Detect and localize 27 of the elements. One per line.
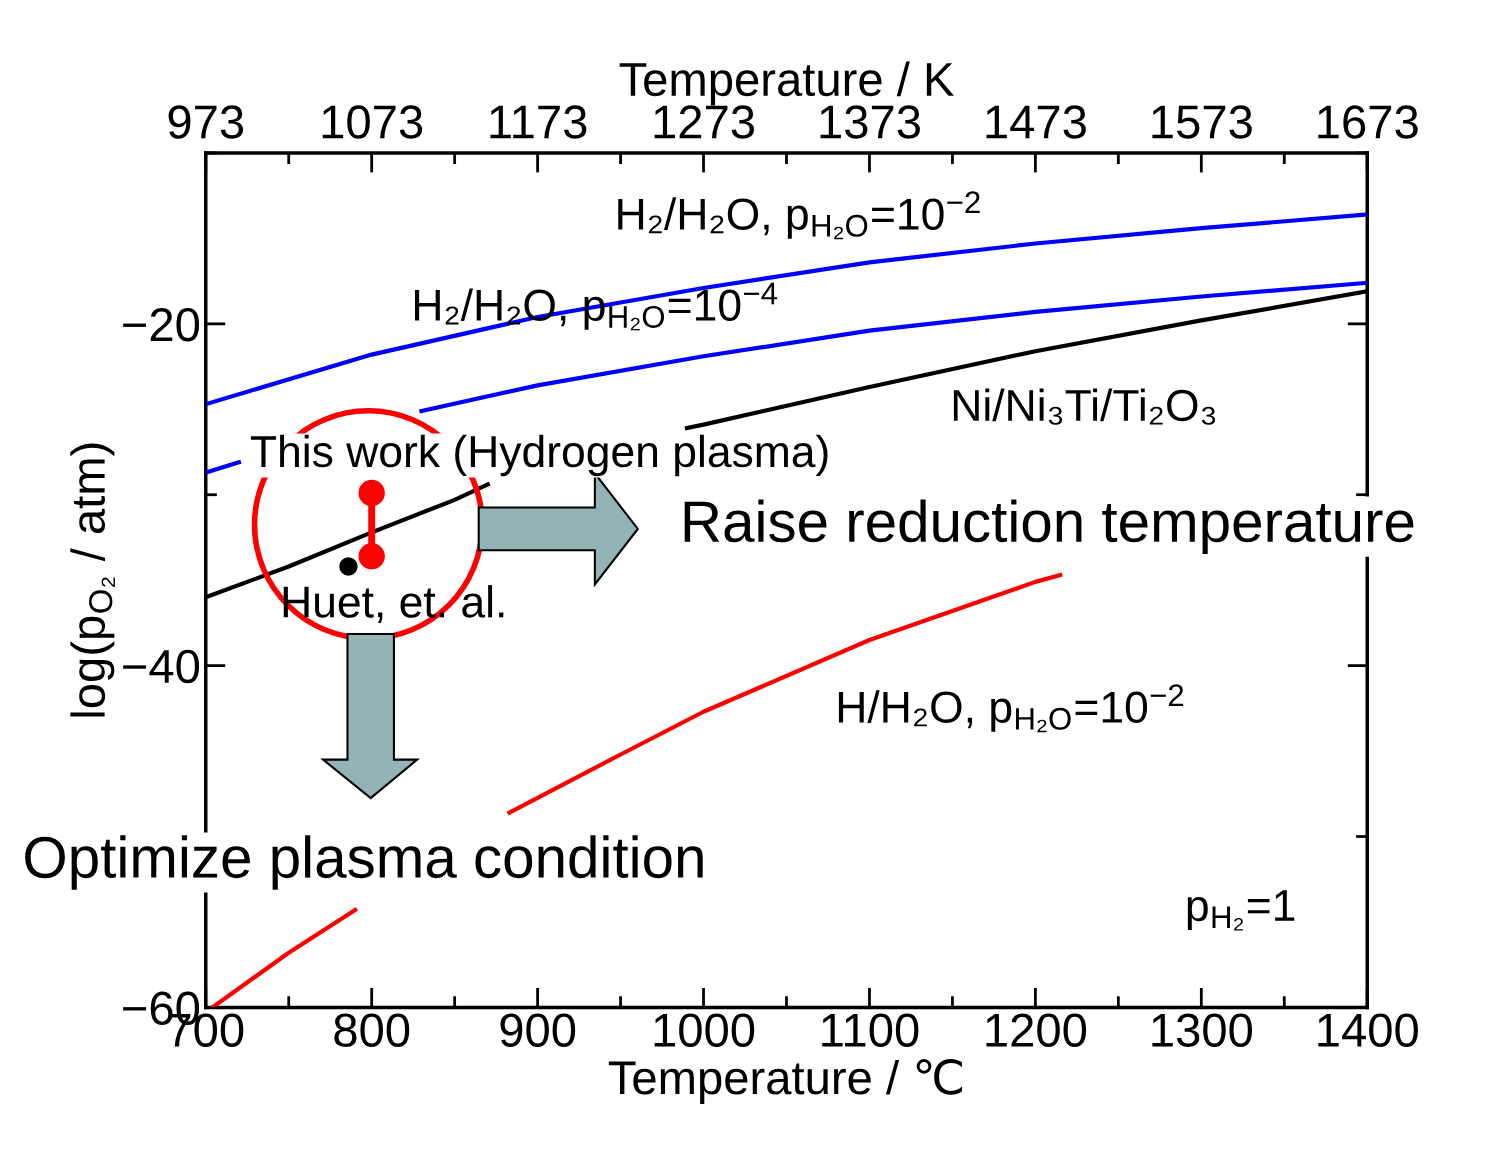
y-axis-title: log(p$_{O₂}$ / atm) (70, 443, 115, 717)
x-tick-label: 1400 (1318, 1013, 1418, 1047)
annotation: Ni/Ni₃Ti/Ti₂O₃ (953, 388, 1216, 425)
annotation: H₂/H₂O, p$_{H₂O}$=10$^{−2}$ (618, 191, 980, 240)
y-tick-label: −20 (123, 307, 200, 342)
x-tick-label: 1100 (822, 1013, 919, 1047)
x2-tick-label: 1273 (654, 105, 754, 139)
y-tick-label: −40 (123, 649, 200, 684)
x2-tick-label: 1073 (322, 105, 423, 139)
annotation: Raise reduction temperature (684, 499, 1414, 554)
text: This work (Hydrogen plasma) (250, 434, 828, 477)
x2-tick-label: 1473 (986, 105, 1086, 139)
x-tick-label: 1000 (654, 1013, 755, 1047)
x-tick-label: 900 (500, 1013, 576, 1047)
x-tick-label: 1300 (1152, 1013, 1252, 1047)
x2-tick-label: 973 (168, 105, 244, 139)
x-tick-label: 800 (334, 1013, 410, 1047)
x2-axis-title: Temperature / K (619, 61, 954, 106)
x2-tick-label: 1173 (490, 105, 587, 139)
x-axis-title: Temperature / ℃ (608, 1059, 962, 1104)
x2-tick-label: 1573 (1152, 105, 1252, 139)
x2-tick-label: 1673 (1318, 105, 1418, 139)
x-tick-label: 1200 (986, 1013, 1087, 1047)
annotation: H/H₂O, p$_{H₂O}$=10$^{−2}$ (838, 684, 1184, 733)
annotation: p$_{H₂}$=1 (1187, 890, 1295, 931)
x2-tick-label: 1373 (820, 105, 920, 139)
annotation: Optimize plasma condition (25, 835, 703, 890)
